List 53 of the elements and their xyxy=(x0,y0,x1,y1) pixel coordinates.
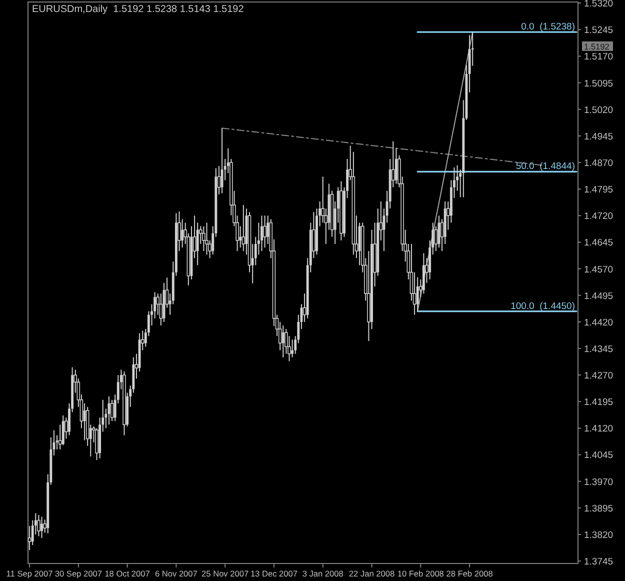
candlestick xyxy=(291,339,294,358)
x-tick-label: 28 Feb 2008 xyxy=(446,568,494,578)
y-tick-label: 1.4270 xyxy=(584,370,614,382)
annotation: 0.0 (1.5238) xyxy=(521,22,575,33)
candlestick xyxy=(205,222,208,256)
y-tick-label: 1.5245 xyxy=(584,25,614,36)
y-tick-label: 1.4045 xyxy=(584,450,614,462)
candlestick xyxy=(282,324,284,358)
candlestick xyxy=(239,226,242,248)
x-tick-label: 22 Jan 2008 xyxy=(348,568,395,578)
chart-title: EURUSDm,Daily 1.5192 1.5238 1.5143 1.5192 xyxy=(32,4,244,15)
y-tick-label: 1.5095 xyxy=(584,78,614,90)
y-tick-label: 1.3970 xyxy=(584,476,614,488)
y-tick-label: 1.4720 xyxy=(584,211,614,222)
y-tick-label: 1.4645 xyxy=(584,238,614,249)
x-tick-label: 3 Jan 2008 xyxy=(302,568,344,578)
candlestick xyxy=(83,402,86,441)
x-tick-label: 6 Nov 2007 xyxy=(154,568,198,578)
text: 1.5192 xyxy=(584,41,610,52)
y-tick-label: 1.3820 xyxy=(584,530,614,541)
y-tick-label: 1.4195 xyxy=(584,397,614,408)
y-tick-label: 1.4795 xyxy=(584,184,614,196)
x-tick-label: 25 Nov 2007 xyxy=(202,568,249,578)
candlestick xyxy=(416,276,419,312)
y-tick-label: 1.5020 xyxy=(584,104,614,116)
candlestick xyxy=(37,514,40,537)
y-tick-label: 1.4345 xyxy=(584,344,614,355)
y-tick-label: 1.4570 xyxy=(584,264,614,276)
x-tick-label: 30 Sep 2007 xyxy=(54,568,102,578)
x-tick-label: 13 Dec 2007 xyxy=(250,568,298,578)
y-tick-label: 1.3745 xyxy=(584,556,614,568)
candlestick xyxy=(242,204,246,252)
candlestick xyxy=(260,215,263,252)
candlestick xyxy=(263,215,266,248)
y-tick-label: 1.4120 xyxy=(584,424,614,435)
x-tick-label: 18 Oct 2007 xyxy=(104,568,150,578)
candlestick xyxy=(62,414,64,446)
y-tick-label: 1.4420 xyxy=(584,317,614,328)
annotation: 50.0 (1.4844) xyxy=(516,161,575,172)
line-series xyxy=(417,32,474,312)
x-tick-label: 10 Feb 2008 xyxy=(397,568,444,578)
y-tick-label: 1.4870 xyxy=(584,158,614,169)
candlestick xyxy=(202,226,206,252)
y-tick-label: 1.4495 xyxy=(584,290,614,302)
candlestick xyxy=(40,516,43,538)
candlestick xyxy=(220,128,224,194)
annotation: 100.0 (1.4450) xyxy=(510,300,575,312)
y-tick-label: 1.4945 xyxy=(584,131,614,142)
x-tick-label: 11 Sep 2007 xyxy=(6,568,54,578)
y-tick-label: 1.5170 xyxy=(584,52,614,63)
candlestick xyxy=(181,218,184,248)
y-tick-label: 1.5320 xyxy=(584,0,614,10)
y-tick-label: 1.3895 xyxy=(584,503,614,514)
